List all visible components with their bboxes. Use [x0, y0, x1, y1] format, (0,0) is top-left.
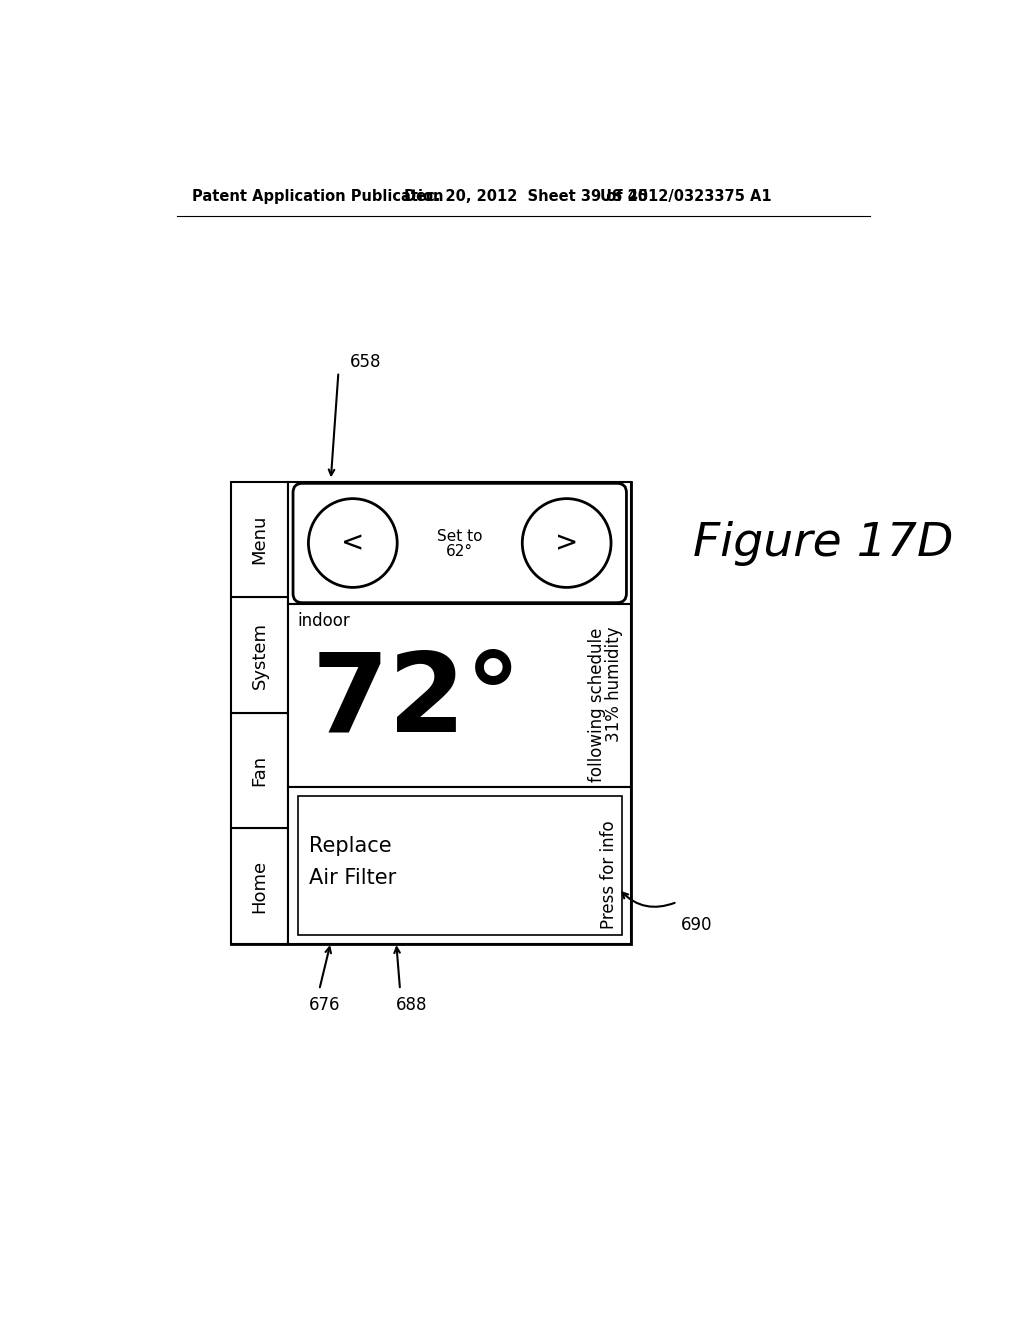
Text: Home: Home	[251, 859, 268, 912]
Text: Menu: Menu	[251, 515, 268, 564]
Text: <: <	[341, 529, 365, 557]
Text: Figure 17D: Figure 17D	[692, 521, 953, 566]
Text: Fan: Fan	[251, 755, 268, 787]
Text: 31% humidity: 31% humidity	[605, 627, 624, 742]
Bar	[298, 796, 622, 935]
Text: >: >	[555, 529, 579, 557]
Bar	[289, 605, 631, 787]
Circle shape	[522, 499, 611, 587]
Text: Press for info: Press for info	[600, 820, 618, 929]
Text: US 2012/0323375 A1: US 2012/0323375 A1	[600, 189, 772, 205]
Text: 676: 676	[309, 997, 341, 1014]
Text: 690: 690	[681, 916, 713, 935]
Bar	[289, 482, 631, 605]
Bar	[230, 482, 289, 598]
Circle shape	[308, 499, 397, 587]
Text: Patent Application Publication: Patent Application Publication	[193, 189, 443, 205]
Text: 688: 688	[396, 997, 428, 1014]
Bar	[230, 482, 631, 944]
Text: 72°: 72°	[311, 647, 521, 755]
Text: Set to: Set to	[437, 528, 482, 544]
Text: System: System	[251, 622, 268, 689]
Text: indoor: indoor	[298, 612, 350, 630]
Text: Air Filter: Air Filter	[309, 867, 396, 888]
Text: Replace: Replace	[309, 837, 392, 857]
Bar	[230, 597, 289, 713]
Bar	[230, 713, 289, 829]
Bar	[230, 829, 289, 944]
FancyBboxPatch shape	[293, 483, 627, 603]
Bar	[289, 787, 631, 944]
Text: 658: 658	[350, 354, 382, 371]
Text: Dec. 20, 2012  Sheet 39 of 45: Dec. 20, 2012 Sheet 39 of 45	[403, 189, 648, 205]
Text: following schedule: following schedule	[588, 627, 606, 781]
Text: 62°: 62°	[446, 544, 473, 558]
